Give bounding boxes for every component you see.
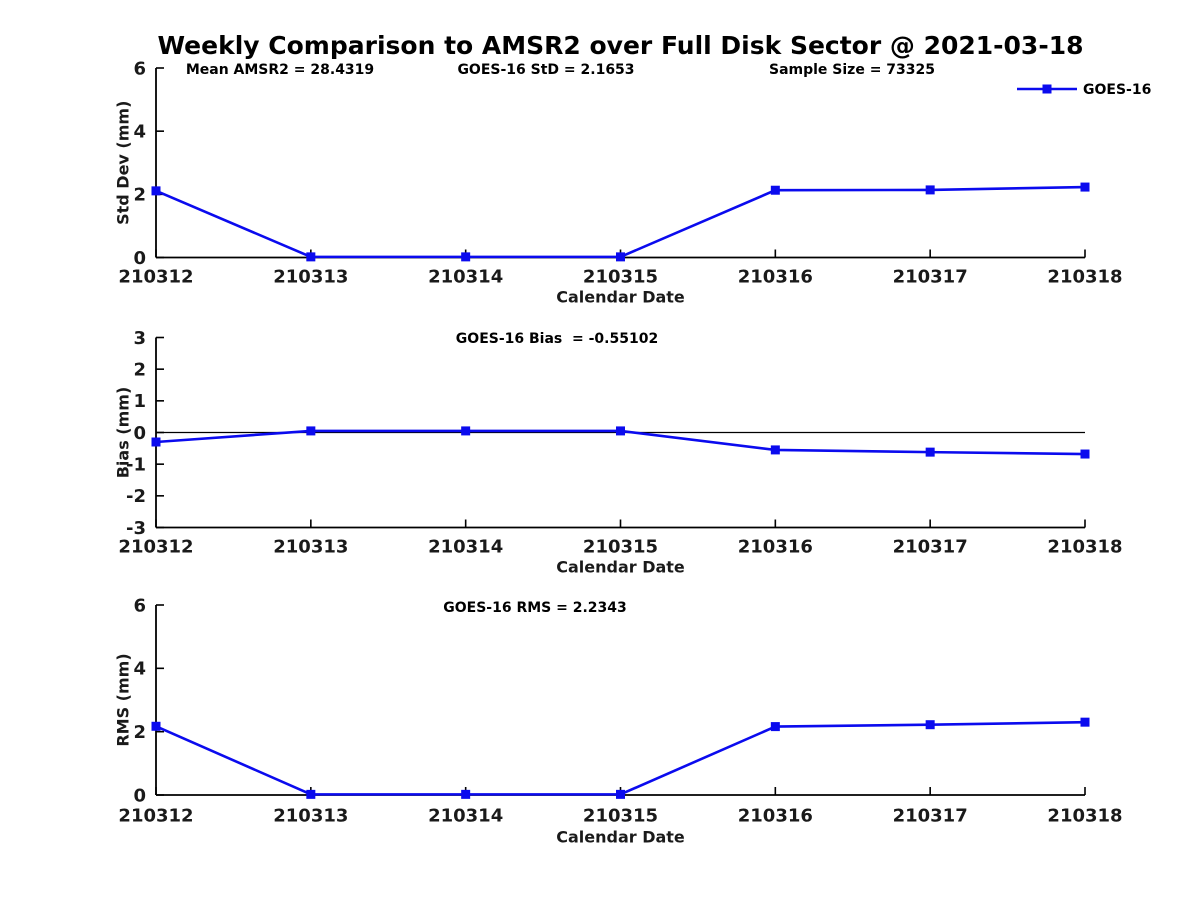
data-point-marker bbox=[1080, 182, 1090, 192]
data-point-marker bbox=[925, 447, 935, 457]
x-tick-label: 210318 bbox=[1047, 266, 1122, 287]
subplot-bias: 210312 210313 210314 210315 210316 210317 2103… bbox=[114, 328, 1123, 577]
data-point-marker bbox=[770, 445, 780, 455]
subplot-rms: 210312 210313 210314 210315 210316 210317 2103… bbox=[114, 595, 1123, 846]
x-tick-label: 210315 bbox=[583, 805, 658, 826]
x-tick-label: 210312 bbox=[118, 805, 193, 826]
data-point-marker bbox=[925, 720, 935, 730]
data-point-marker bbox=[306, 789, 316, 799]
y-tick-label: -1 bbox=[126, 454, 146, 475]
data-point-marker bbox=[151, 721, 161, 731]
y-tick-label: 2 bbox=[133, 185, 146, 206]
data-point-marker bbox=[925, 185, 935, 195]
x-axis-title: Calendar Date bbox=[556, 828, 685, 847]
y-tick-label: 0 bbox=[133, 248, 146, 269]
x-tick-label: 210318 bbox=[1047, 536, 1122, 557]
x-tick-label: 210312 bbox=[118, 266, 193, 287]
data-point-marker bbox=[616, 789, 625, 799]
y-tick-label: 1 bbox=[133, 391, 146, 412]
data-point-marker bbox=[770, 185, 780, 195]
y-tick-label: 6 bbox=[133, 595, 146, 616]
data-point-marker bbox=[1080, 717, 1090, 727]
data-point-marker bbox=[461, 252, 471, 262]
x-tick-label: 210316 bbox=[738, 805, 813, 826]
y-tick-label: 2 bbox=[133, 722, 146, 743]
data-point-marker bbox=[151, 437, 161, 447]
legend-marker bbox=[1042, 84, 1052, 94]
subplot-annotation: GOES-16 StD = 2.1653 bbox=[457, 62, 634, 78]
y-tick-label: 0 bbox=[133, 423, 146, 444]
data-line-goes-16 bbox=[155, 720, 1086, 796]
y-tick-label: 6 bbox=[133, 58, 146, 79]
x-tick-label: 210313 bbox=[273, 266, 348, 287]
x-tick-label: 210316 bbox=[738, 266, 813, 287]
x-tick-label: 210316 bbox=[738, 536, 813, 557]
y-tick-label: -2 bbox=[126, 486, 146, 507]
x-tick-label: 210317 bbox=[893, 805, 968, 826]
y-tick-label: 3 bbox=[133, 328, 146, 349]
x-axis-title: Calendar Date bbox=[556, 288, 685, 307]
x-tick-label: 210317 bbox=[893, 266, 968, 287]
data-point-marker bbox=[306, 252, 316, 262]
y-tick-label: -3 bbox=[126, 518, 146, 539]
data-line-goes-16 bbox=[155, 185, 1086, 259]
y-axis-title: RMS (mm) bbox=[114, 653, 133, 746]
data-point-marker bbox=[151, 186, 161, 196]
figure-title: Weekly Comparison to AMSR2 over Full Dis… bbox=[157, 31, 1084, 60]
data-point-marker bbox=[770, 722, 780, 732]
x-tick-label: 210315 bbox=[583, 536, 658, 557]
x-tick-label: 210314 bbox=[428, 266, 503, 287]
x-tick-label: 210313 bbox=[273, 805, 348, 826]
y-tick-label: 4 bbox=[133, 659, 146, 680]
x-tick-label: 210312 bbox=[118, 536, 193, 557]
data-point-marker bbox=[461, 426, 471, 436]
x-tick-label: 210318 bbox=[1047, 805, 1122, 826]
y-axis-title: Std Dev (mm) bbox=[114, 101, 133, 225]
y-tick-label: 0 bbox=[133, 785, 146, 806]
x-tick-label: 210314 bbox=[428, 805, 503, 826]
x-tick-label: 210313 bbox=[273, 536, 348, 557]
subplot-annotation: Mean AMSR2 = 28.4319 bbox=[186, 62, 374, 78]
legend-label: GOES-16 bbox=[1083, 82, 1151, 98]
y-axis-title: Bias (mm) bbox=[114, 387, 133, 479]
data-point-marker bbox=[616, 252, 625, 262]
x-tick-label: 210317 bbox=[893, 536, 968, 557]
subplot-annotation: GOES-16 RMS = 2.2343 bbox=[443, 600, 627, 616]
subplot-annotation: GOES-16 Bias = -0.55102 bbox=[456, 331, 658, 347]
data-point-marker bbox=[461, 789, 471, 799]
x-tick-label: 210315 bbox=[583, 266, 658, 287]
subplot-std-dev: 210312 210313 210314 210315 210316 210317 2103… bbox=[114, 58, 1152, 306]
data-point-marker bbox=[306, 426, 316, 436]
legend: GOES-16 bbox=[1017, 82, 1151, 98]
data-point-marker bbox=[1080, 449, 1090, 459]
x-axis-title: Calendar Date bbox=[556, 558, 685, 577]
x-tick-label: 210314 bbox=[428, 536, 503, 557]
y-tick-label: 2 bbox=[133, 359, 146, 380]
y-tick-label: 4 bbox=[133, 121, 146, 142]
data-point-marker bbox=[616, 426, 625, 436]
subplot-annotation: Sample Size = 73325 bbox=[769, 62, 935, 78]
